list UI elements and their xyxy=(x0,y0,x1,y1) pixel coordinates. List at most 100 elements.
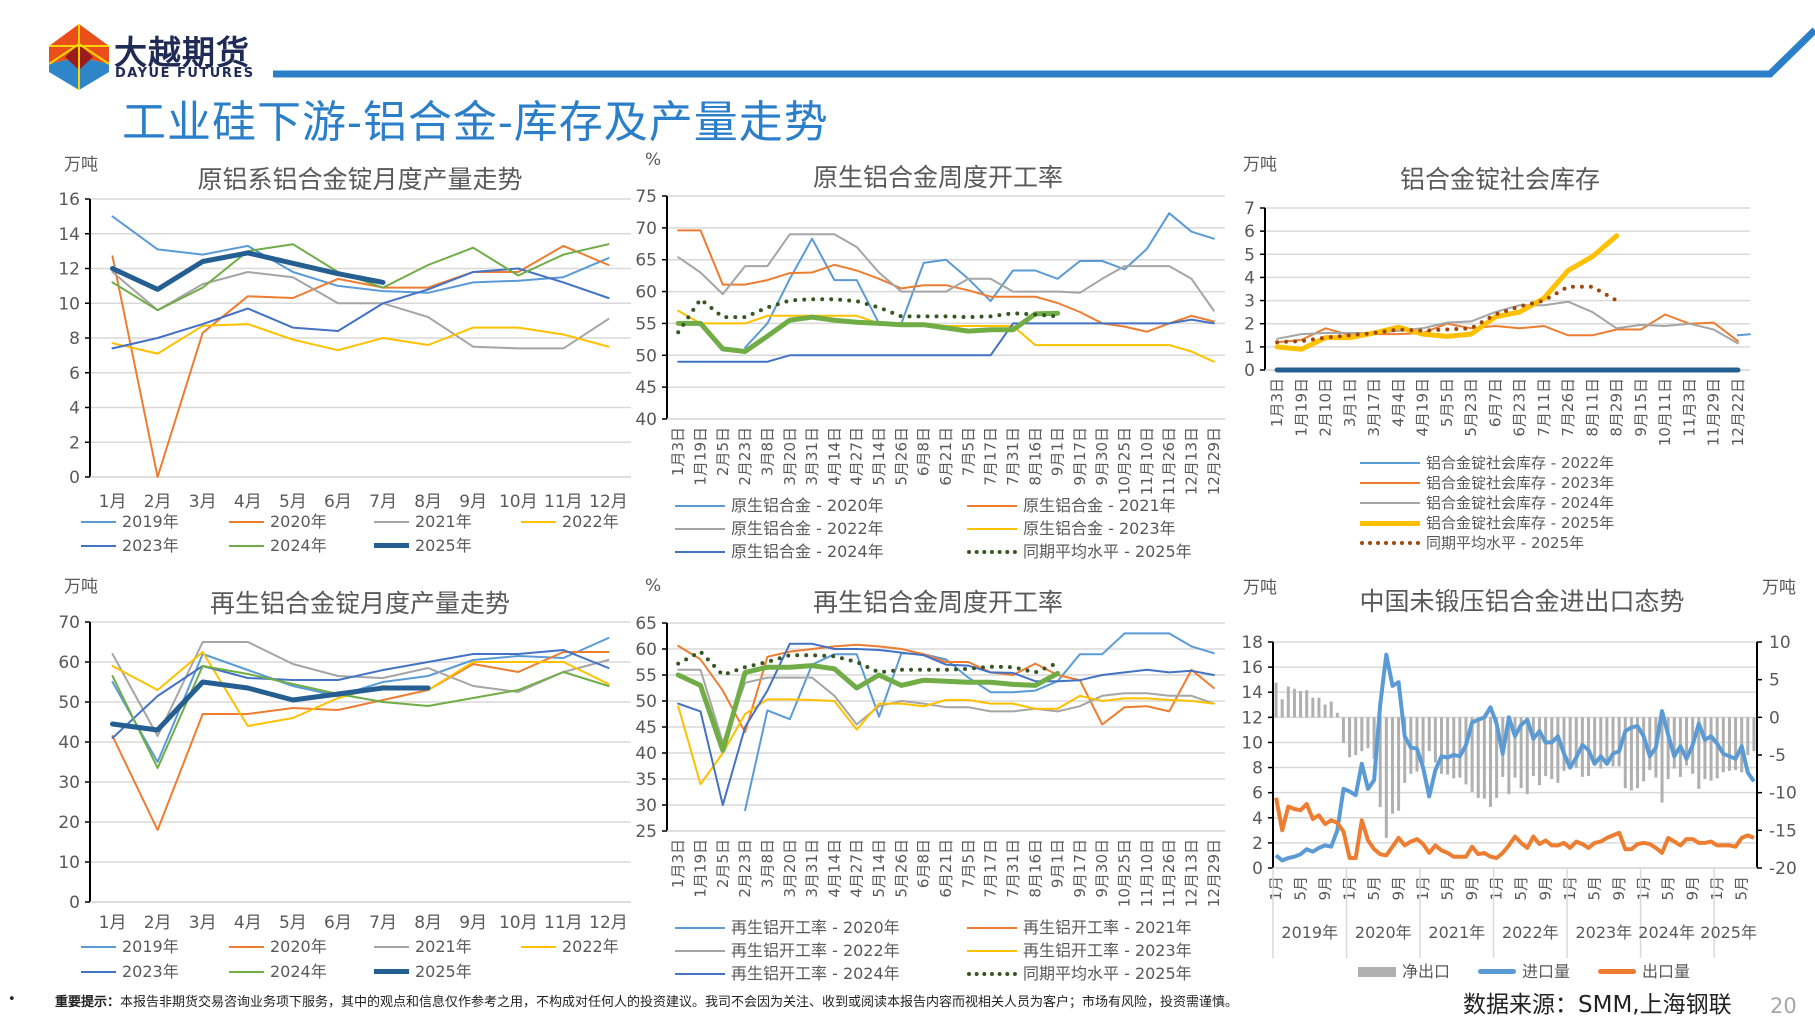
x-tick-label: 8月 xyxy=(414,913,442,933)
net-export-bar xyxy=(1292,688,1296,718)
y-right-tick-label: 0 xyxy=(1769,708,1780,728)
y-right-tick-label: -10 xyxy=(1769,784,1797,804)
net-export-bar xyxy=(1280,699,1284,718)
x-tick-label: 2月 xyxy=(144,913,172,933)
net-export-bar xyxy=(1439,717,1443,774)
y-tick-label: 30 xyxy=(635,796,657,816)
net-export-bar xyxy=(1488,717,1492,807)
legend-swatch xyxy=(967,527,1017,530)
legend-label: 出口量 xyxy=(1642,962,1691,981)
series-line-2023年 xyxy=(111,649,610,739)
series-line-2023年 xyxy=(111,267,610,350)
legend-label: 2024年 xyxy=(270,536,327,555)
y-tick-label: 6 xyxy=(1252,784,1263,804)
net-export-bar xyxy=(1715,717,1719,779)
x-month-label: 1月 xyxy=(1414,876,1432,901)
x-tick-label: 7月17日 xyxy=(982,839,1000,898)
x-tick-label: 1月19日 xyxy=(1292,378,1310,437)
y-tick-label: 8 xyxy=(69,329,80,349)
y-tick-label: 8 xyxy=(1252,759,1263,779)
net-export-bar xyxy=(1752,717,1756,752)
net-export-bar xyxy=(1470,717,1474,792)
series-line-铝合金锭社会库存-2025年 xyxy=(1274,233,1620,352)
y-tick-label: 4 xyxy=(1244,268,1255,288)
legend-label: 原生铝合金 - 2021年 xyxy=(1023,496,1176,515)
header-rule xyxy=(273,27,1815,78)
y-tick-label: 18 xyxy=(1241,633,1263,653)
legend-label: 2025年 xyxy=(415,536,472,555)
legend-item: 同期平均水平 - 2025年 xyxy=(967,964,1192,983)
x-year-label: 2024年 xyxy=(1638,923,1695,942)
x-tick-label: 1月 xyxy=(99,913,127,933)
series-line-铝合金锭社会库存-2022年 xyxy=(1736,333,1751,337)
legend-item: 再生铝开工率 - 2021年 xyxy=(967,918,1192,937)
net-export-bar xyxy=(1648,717,1652,771)
legend-swatch xyxy=(967,504,1017,507)
x-month-label: 1月 xyxy=(1267,876,1285,901)
y-tick-label: 0 xyxy=(69,468,80,488)
x-tick-label: 12月29日 xyxy=(1205,427,1223,495)
legend-item: 原生铝合金 - 2024年 xyxy=(675,542,884,561)
legend-item: 进口量 xyxy=(1478,962,1570,981)
legend-swatch xyxy=(1360,520,1420,526)
x-tick-label: 9月1日 xyxy=(1049,427,1067,476)
net-export-bar xyxy=(1360,717,1364,752)
legend-label: 2024年 xyxy=(270,962,327,981)
disclaimer-text: 本报告非期货交易咨询业务项下服务，其中的观点和信息仅作参考之用，不构成对任何人的… xyxy=(120,995,1239,1010)
y-tick-label: 2 xyxy=(1244,315,1255,335)
x-tick-label: 9月30日 xyxy=(1093,427,1111,486)
legend-swatch xyxy=(374,945,409,948)
x-tick-label: 11月10日 xyxy=(1138,427,1156,495)
net-export-bar xyxy=(1642,717,1646,782)
y-tick-label: 0 xyxy=(1244,361,1255,381)
series-line-同期平均水平-2025年 xyxy=(676,297,1060,335)
x-tick-label: 3月17日 xyxy=(1365,378,1383,437)
legend-swatch xyxy=(675,504,725,507)
y-axis-unit-left: 万吨 xyxy=(1243,578,1277,598)
legend-swatch xyxy=(967,926,1017,929)
x-tick-label: 4月4日 xyxy=(1389,378,1407,427)
y-axis-unit: 万吨 xyxy=(64,577,98,597)
net-export-bar xyxy=(1452,717,1456,779)
x-tick-label: 3月31日 xyxy=(803,839,821,898)
x-tick-label: 9月17日 xyxy=(1071,839,1089,898)
net-export-bar xyxy=(1390,717,1394,814)
x-tick-label: 10月 xyxy=(499,492,538,512)
y-tick-label: 60 xyxy=(635,283,657,303)
legend-label: 同期平均水平 - 2025年 xyxy=(1023,542,1192,561)
y-tick-label: 30 xyxy=(58,773,80,793)
x-tick-label: 7月26日 xyxy=(1559,378,1577,437)
legend-swatch xyxy=(967,549,1017,554)
y-right-tick-label: -15 xyxy=(1769,821,1797,841)
y-tick-label: 45 xyxy=(635,718,657,738)
legend-swatch xyxy=(81,544,116,547)
net-export-bar xyxy=(1323,704,1327,718)
legend-label: 2021年 xyxy=(415,937,472,956)
x-tick-label: 11月 xyxy=(544,492,583,512)
legend-item: 2022年 xyxy=(521,512,619,531)
x-tick-label: 7月 xyxy=(369,913,397,933)
x-month-label: 1月 xyxy=(1488,876,1506,901)
x-tick-label: 9月 xyxy=(459,492,487,512)
y-right-tick-label: 5 xyxy=(1769,671,1780,691)
y-tick-label: 12 xyxy=(58,260,80,280)
x-tick-label: 6月8日 xyxy=(915,427,933,476)
y-tick-label: 70 xyxy=(635,219,657,239)
y-tick-label: 60 xyxy=(58,653,80,673)
net-export-bar xyxy=(1709,717,1713,781)
x-year-label: 2020年 xyxy=(1355,923,1412,942)
x-month-label: 1月 xyxy=(1635,876,1653,901)
x-tick-label: 3月 xyxy=(189,492,217,512)
legend-item: 再生铝开工率 - 2023年 xyxy=(967,941,1192,960)
net-export-bar xyxy=(1476,717,1480,798)
legend-swatch xyxy=(374,969,409,974)
series-line-2025年 xyxy=(110,250,386,292)
net-export-bar xyxy=(1685,717,1689,766)
x-tick-label: 4月27日 xyxy=(848,427,866,486)
x-tick-label: 8月16日 xyxy=(1026,839,1044,898)
chart-title: 原铝系铝合金锭月度产量走势 xyxy=(197,165,523,194)
y-tick-label: 25 xyxy=(635,822,657,842)
x-tick-label: 9月17日 xyxy=(1071,427,1089,486)
x-month-label: 5月 xyxy=(1733,876,1751,901)
series-line-unlabeled xyxy=(675,663,1061,753)
